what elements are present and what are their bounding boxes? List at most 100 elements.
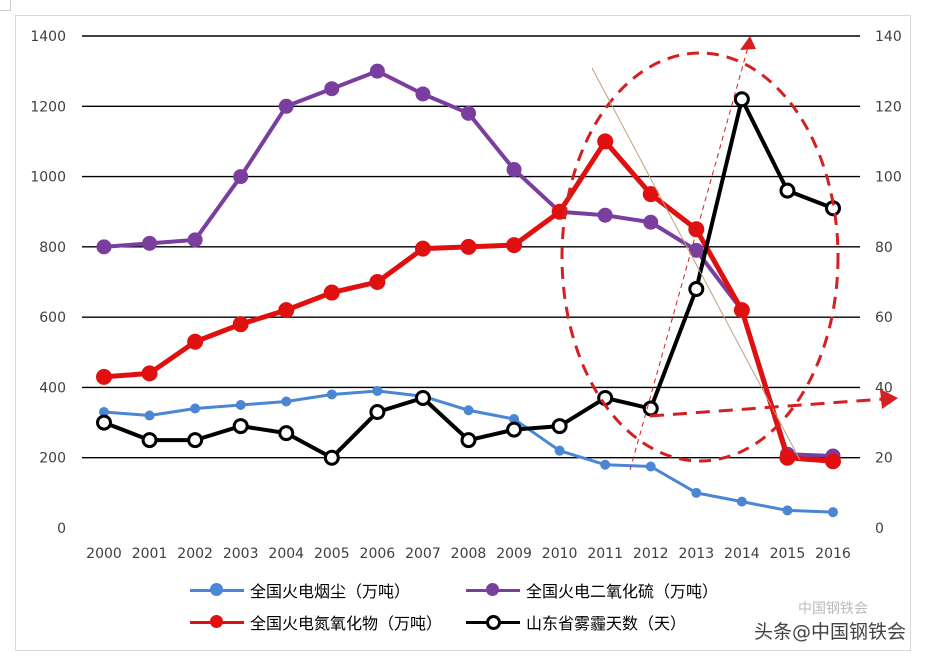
x-tick-label: 2004 [268, 546, 304, 562]
data-point [414, 389, 431, 406]
data-point [597, 207, 613, 223]
series-1 [99, 385, 838, 518]
left-tick-label: 1200 [30, 99, 66, 115]
legend: 全国火电烟尘（万吨） 全国火电二氧化硫（万吨） 全国火电氮氧化物（万吨） 山东省雾霾天… [190, 578, 750, 638]
trend-line-down [591, 67, 801, 461]
right-tick-label: 100 [875, 170, 902, 186]
data-point [779, 449, 796, 466]
x-tick-label: 2009 [496, 546, 532, 562]
legend-label: 全国火电氮氧化物（万吨） [250, 614, 443, 633]
data-point [733, 91, 750, 108]
left-tick-label: 400 [39, 380, 66, 396]
data-point [600, 459, 611, 470]
data-point [551, 418, 568, 435]
legend-swatch [190, 582, 244, 598]
legend-item: 全国火电氮氧化物（万吨） [190, 610, 442, 634]
data-point [506, 237, 523, 254]
series-lines [96, 63, 841, 518]
data-point [825, 453, 841, 470]
data-point [323, 284, 340, 301]
data-point [688, 281, 705, 298]
x-tick-label: 2005 [314, 546, 350, 562]
data-point [324, 81, 340, 97]
data-point [597, 389, 614, 406]
legend-swatch [466, 582, 520, 598]
right-tick-label: 80 [875, 240, 893, 256]
x-tick-label: 2006 [360, 546, 396, 562]
x-tick-label: 2003 [223, 546, 259, 562]
legend-label: 全国火电烟尘（万吨） [250, 582, 411, 601]
data-point [187, 432, 204, 449]
data-point [190, 403, 201, 414]
data-point [828, 507, 838, 518]
x-axis-ticks: 2000 2001 2002 2003 2004 2005 2006 2007 2008 2009… [86, 546, 851, 562]
data-point [369, 63, 385, 79]
right-tick-label: 120 [875, 99, 902, 115]
series-3 [96, 133, 841, 470]
watermark-sub: 中国钢铁会 [798, 601, 868, 617]
data-point [461, 105, 476, 121]
data-point [643, 214, 659, 230]
data-point [187, 333, 204, 350]
data-point [551, 203, 568, 220]
right-axis-ticks: 0 20 40 60 80 100 120 140 [875, 29, 902, 537]
data-point [278, 98, 294, 114]
watermark: 头条@中国钢铁会 [753, 621, 906, 643]
series-2 [96, 63, 841, 464]
data-point [96, 414, 112, 431]
series-line [103, 69, 834, 458]
trend-arrow-up [629, 39, 751, 471]
data-point [96, 239, 112, 255]
legend-swatch [190, 614, 244, 630]
data-point [733, 302, 750, 319]
data-point [463, 405, 474, 416]
data-point [414, 240, 431, 257]
legend-item: 全国火电烟尘（万吨） [190, 578, 410, 602]
trend-arrow-up-head [740, 36, 756, 50]
left-axis-ticks: 0 200 400 600 800 1000 1200 1400 [30, 29, 66, 537]
left-tick-label: 0 [57, 521, 66, 537]
left-tick-label: 1400 [30, 29, 66, 45]
legend-item: 全国火电二氧化硫（万吨） [466, 578, 718, 602]
data-point [233, 169, 249, 185]
data-point [141, 365, 158, 382]
left-tick-label: 800 [39, 240, 66, 256]
data-point [278, 425, 295, 442]
x-tick-label: 2012 [633, 546, 669, 562]
legend-label: 山东省雾霾天数（天） [526, 614, 687, 633]
data-point [278, 302, 295, 319]
right-tick-label: 0 [875, 521, 884, 537]
legend-swatch [466, 614, 520, 630]
series-4 [96, 91, 841, 466]
data-point [369, 274, 386, 290]
x-tick-label: 2000 [86, 546, 122, 562]
chart-frame [15, 15, 911, 651]
data-point [369, 404, 386, 421]
x-tick-label: 2014 [724, 546, 760, 562]
data-point [645, 461, 656, 472]
left-tick-label: 200 [39, 451, 66, 467]
data-point [779, 182, 796, 199]
data-point [326, 389, 337, 400]
x-tick-label: 2008 [451, 546, 487, 562]
x-tick-label: 2015 [770, 546, 806, 562]
left-tick-label: 600 [39, 310, 66, 326]
annotations [560, 36, 898, 471]
x-tick-label: 2011 [587, 546, 623, 562]
x-tick-label: 2001 [132, 546, 168, 562]
data-point [782, 505, 793, 516]
x-tick-label: 2016 [815, 546, 851, 562]
data-point [597, 133, 614, 150]
data-point [232, 418, 249, 435]
data-point [736, 496, 747, 507]
trend-arrow-right-head [880, 389, 898, 409]
data-point [281, 396, 292, 407]
data-point [691, 487, 702, 498]
data-point [235, 400, 246, 410]
data-point [506, 421, 523, 438]
legend-item: 山东省雾霾天数（天） [466, 610, 686, 634]
data-point [232, 316, 249, 333]
right-tick-label: 60 [875, 310, 893, 326]
highlight-ellipse [560, 51, 840, 463]
